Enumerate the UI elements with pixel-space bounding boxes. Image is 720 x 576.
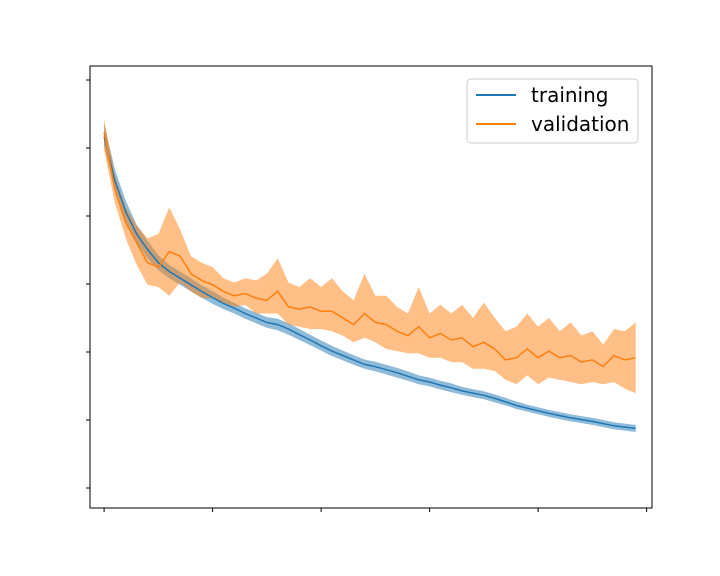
validation-line [103, 132, 636, 368]
series-lines [103, 132, 636, 430]
legend-label-training: training [531, 83, 608, 107]
y-axis-ticks [86, 79, 90, 489]
plot-area [86, 65, 653, 512]
axes-frame [89, 65, 653, 509]
validation-band [104, 119, 636, 394]
training-line [103, 136, 636, 430]
legend: training validation [466, 78, 639, 144]
confidence-bands [104, 119, 636, 432]
x-axis-ticks [103, 508, 648, 512]
legend-label-validation: validation [531, 112, 629, 136]
